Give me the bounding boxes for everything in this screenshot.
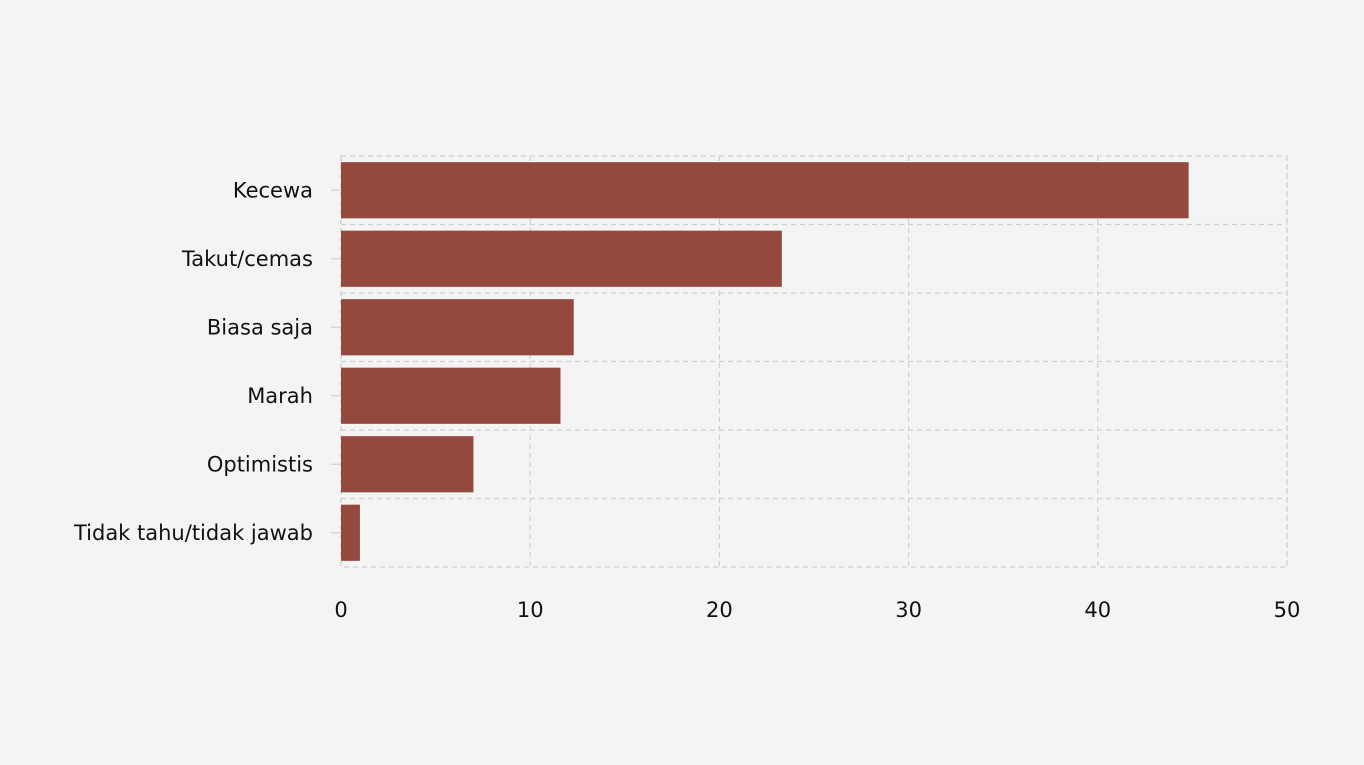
category-label: Marah [247, 384, 313, 408]
x-tick-label: 50 [1274, 598, 1301, 622]
chart-grid [340, 155, 1288, 568]
x-tick-label: 20 [706, 598, 733, 622]
value-axis: 0 10 20 30 40 50 [334, 598, 1300, 622]
category-label: Tidak tahu/tidak jawab [73, 521, 313, 545]
plot-area-border [340, 155, 1288, 568]
x-tick-label: 40 [1084, 598, 1111, 622]
x-tick-label: 30 [895, 598, 922, 622]
chart-bars [341, 162, 1189, 561]
bar [341, 436, 474, 493]
category-label: Biasa saja [207, 315, 313, 339]
category-axis: Kecewa Takut/cemas Biasa saja Marah Optimist… [73, 178, 341, 545]
bar [341, 230, 782, 287]
x-tick-label: 0 [334, 598, 347, 622]
category-label: Optimistis [207, 452, 313, 476]
bar [341, 299, 574, 356]
category-label: Kecewa [233, 178, 313, 202]
category-label: Takut/cemas [181, 247, 313, 271]
bar [341, 504, 360, 561]
bar [341, 367, 561, 424]
x-tick-label: 10 [517, 598, 544, 622]
bar [341, 162, 1189, 219]
